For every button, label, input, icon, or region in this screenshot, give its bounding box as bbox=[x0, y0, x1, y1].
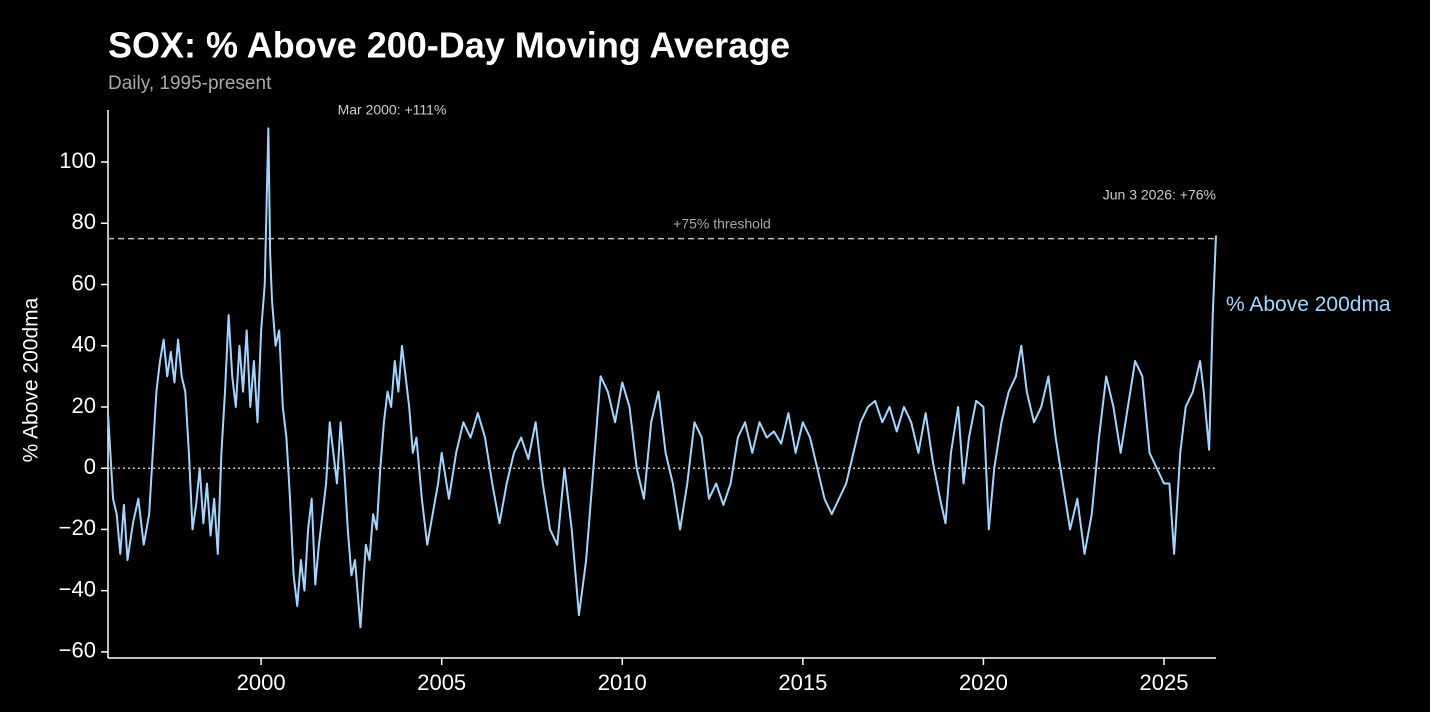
x-tick-label: 2020 bbox=[959, 670, 1008, 695]
series-label: % Above 200dma bbox=[1226, 293, 1391, 316]
y-tick-label: −40 bbox=[59, 576, 96, 601]
y-tick-label: −20 bbox=[59, 515, 96, 540]
chart-title: SOX: % Above 200-Day Moving Average bbox=[108, 25, 790, 66]
y-tick-label: −60 bbox=[59, 638, 96, 663]
x-tick-label: 2010 bbox=[598, 670, 647, 695]
y-tick-label: 100 bbox=[59, 148, 96, 173]
y-tick-label: 40 bbox=[72, 332, 96, 357]
annotation: Mar 2000: +111% bbox=[338, 102, 447, 118]
x-tick-label: 2015 bbox=[778, 670, 827, 695]
data-line bbox=[107, 127, 1217, 629]
x-tick-label: 2005 bbox=[417, 670, 466, 695]
chart-subtitle: Daily, 1995-present bbox=[108, 73, 272, 94]
y-tick-label: 60 bbox=[72, 270, 96, 295]
y-tick-label: 80 bbox=[72, 209, 96, 234]
y-axis-label: % Above 200dma bbox=[20, 297, 43, 462]
y-tick-label: 20 bbox=[72, 393, 96, 418]
reference-label: +75% threshold bbox=[673, 215, 771, 231]
y-tick-label: 0 bbox=[84, 454, 96, 479]
x-tick-label: 2000 bbox=[237, 670, 286, 695]
x-tick-label: 2025 bbox=[1140, 670, 1189, 695]
annotation: Jun 3 2026: +76% bbox=[1103, 187, 1216, 203]
